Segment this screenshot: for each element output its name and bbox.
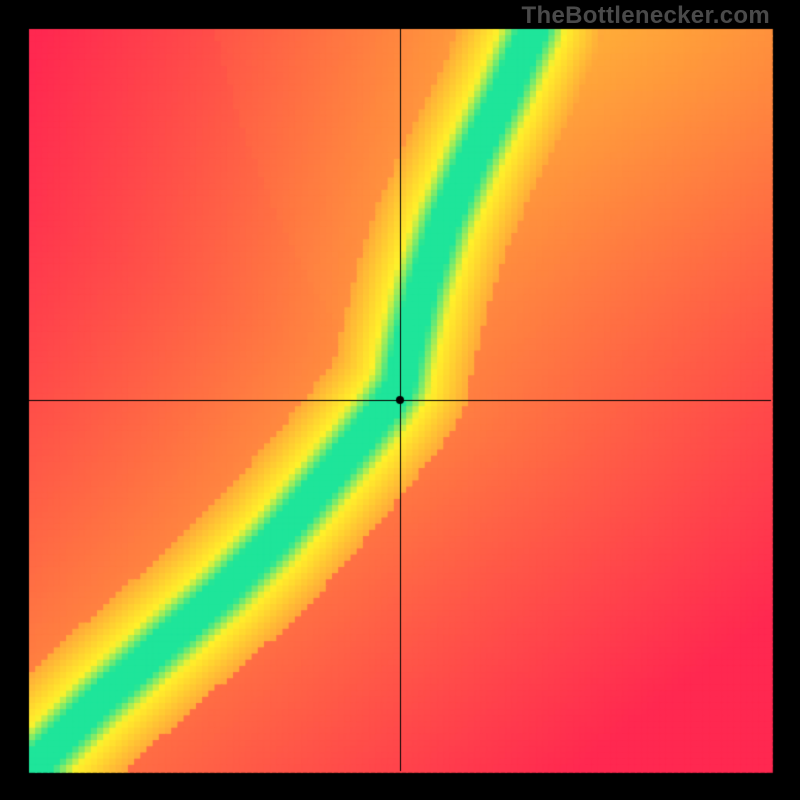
watermark-text: TheBottlenecker.com (522, 2, 770, 30)
heatmap-canvas (0, 0, 800, 800)
chart-container: TheBottlenecker.com (0, 0, 800, 800)
